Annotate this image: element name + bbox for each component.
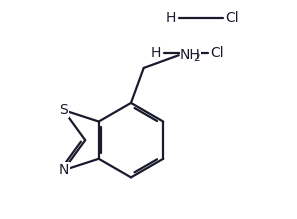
Text: NH: NH xyxy=(180,48,200,62)
Text: H: H xyxy=(150,46,161,60)
Text: 2: 2 xyxy=(193,53,200,63)
Text: H: H xyxy=(165,11,176,25)
Text: Cl: Cl xyxy=(210,46,223,60)
Text: S: S xyxy=(59,103,68,117)
Text: N: N xyxy=(58,163,69,177)
Text: Cl: Cl xyxy=(225,11,239,25)
